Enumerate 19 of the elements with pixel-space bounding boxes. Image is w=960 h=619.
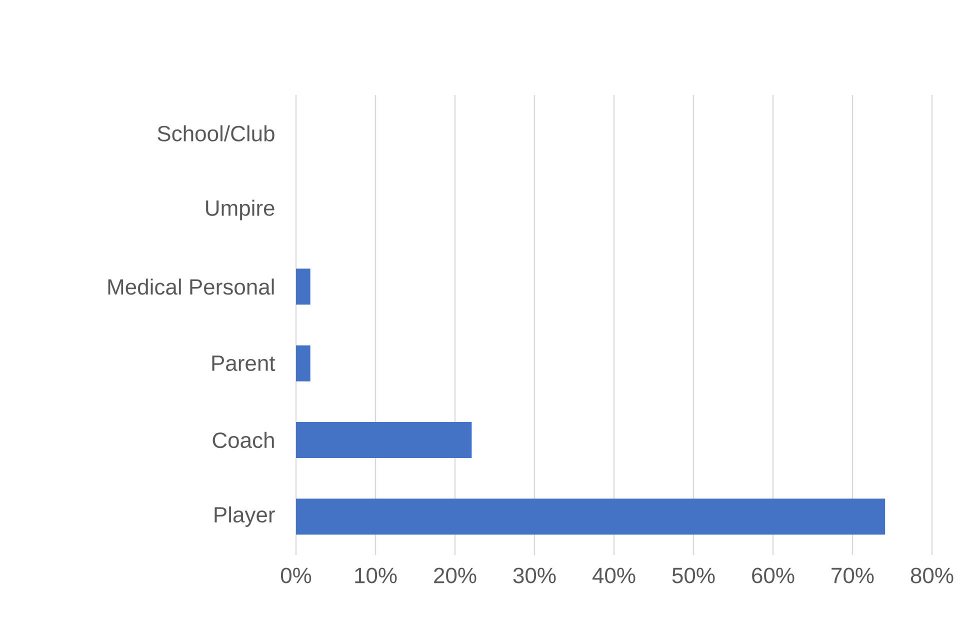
x-tick-label: 50% (672, 568, 715, 584)
bar (296, 345, 310, 382)
x-tick-label: 60% (752, 568, 794, 584)
x-tick-label: 40% (592, 568, 636, 584)
x-tick-label: 70% (832, 568, 874, 584)
y-tick-label: Parent (212, 356, 276, 371)
x-tick-label: 20% (434, 568, 476, 584)
y-tick-label: Umpire (206, 200, 274, 220)
bar (296, 268, 310, 305)
x-tick-label: 30% (513, 568, 556, 584)
y-tick-label: Medical Personal (108, 278, 274, 295)
x-tick-label: 10% (355, 568, 397, 584)
x-tick-label: 0% (280, 568, 312, 584)
x-tick-label: 80% (910, 568, 954, 584)
y-tick-label: School/Club (158, 125, 274, 142)
bar (296, 498, 886, 535)
y-tick-label: Player (214, 506, 275, 527)
y-tick-label: Coach (212, 432, 274, 448)
bar (296, 422, 472, 458)
